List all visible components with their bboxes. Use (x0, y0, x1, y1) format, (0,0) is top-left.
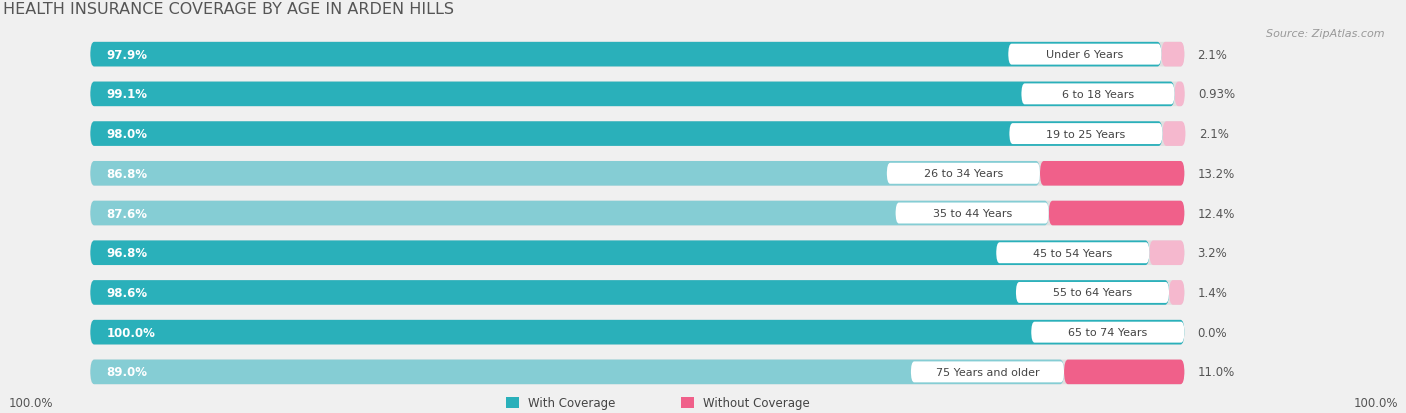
FancyBboxPatch shape (90, 82, 1184, 107)
FancyBboxPatch shape (90, 360, 1184, 384)
FancyBboxPatch shape (90, 82, 1174, 107)
FancyBboxPatch shape (90, 280, 1184, 305)
Text: 6 to 18 Years: 6 to 18 Years (1062, 90, 1135, 100)
Text: 35 to 44 Years: 35 to 44 Years (932, 209, 1012, 218)
FancyBboxPatch shape (1064, 360, 1184, 384)
Text: 11.0%: 11.0% (1198, 366, 1234, 378)
Text: 0.0%: 0.0% (1198, 326, 1227, 339)
FancyBboxPatch shape (90, 320, 1184, 344)
FancyBboxPatch shape (1163, 122, 1185, 147)
Text: 2.1%: 2.1% (1199, 128, 1229, 141)
Text: Source: ZipAtlas.com: Source: ZipAtlas.com (1267, 29, 1385, 39)
FancyBboxPatch shape (1021, 84, 1174, 105)
Text: 100.0%: 100.0% (1353, 396, 1398, 409)
FancyBboxPatch shape (681, 397, 695, 409)
FancyBboxPatch shape (1049, 201, 1184, 226)
Text: 96.8%: 96.8% (107, 247, 148, 260)
Text: 2.1%: 2.1% (1198, 49, 1227, 62)
Text: 3.2%: 3.2% (1198, 247, 1227, 260)
Text: 98.6%: 98.6% (107, 286, 148, 299)
Text: 1.4%: 1.4% (1198, 286, 1227, 299)
FancyBboxPatch shape (90, 161, 1184, 186)
FancyBboxPatch shape (1010, 124, 1163, 145)
Text: 55 to 64 Years: 55 to 64 Years (1053, 288, 1132, 298)
Text: 0.93%: 0.93% (1198, 88, 1234, 101)
FancyBboxPatch shape (1017, 282, 1168, 303)
Text: With Coverage: With Coverage (527, 396, 616, 409)
FancyBboxPatch shape (90, 241, 1184, 266)
FancyBboxPatch shape (506, 397, 519, 409)
FancyBboxPatch shape (997, 243, 1149, 263)
FancyBboxPatch shape (90, 201, 1049, 226)
FancyBboxPatch shape (896, 203, 1049, 224)
FancyBboxPatch shape (1040, 161, 1184, 186)
FancyBboxPatch shape (90, 43, 1184, 67)
FancyBboxPatch shape (1031, 322, 1184, 343)
FancyBboxPatch shape (90, 43, 1161, 67)
FancyBboxPatch shape (1161, 43, 1184, 67)
FancyBboxPatch shape (1174, 82, 1185, 107)
FancyBboxPatch shape (90, 122, 1184, 147)
Text: Under 6 Years: Under 6 Years (1046, 50, 1123, 60)
Text: HEALTH INSURANCE COVERAGE BY AGE IN ARDEN HILLS: HEALTH INSURANCE COVERAGE BY AGE IN ARDE… (3, 2, 454, 17)
Text: 45 to 54 Years: 45 to 54 Years (1033, 248, 1112, 258)
Text: Without Coverage: Without Coverage (703, 396, 810, 409)
Text: 86.8%: 86.8% (107, 167, 148, 180)
Text: 65 to 74 Years: 65 to 74 Years (1069, 328, 1147, 337)
FancyBboxPatch shape (90, 241, 1149, 266)
FancyBboxPatch shape (90, 122, 1163, 147)
Text: 13.2%: 13.2% (1198, 167, 1234, 180)
Text: 100.0%: 100.0% (107, 326, 156, 339)
Text: 75 Years and older: 75 Years and older (935, 367, 1039, 377)
FancyBboxPatch shape (911, 361, 1064, 382)
Text: 98.0%: 98.0% (107, 128, 148, 141)
Text: 19 to 25 Years: 19 to 25 Years (1046, 129, 1126, 139)
FancyBboxPatch shape (90, 280, 1168, 305)
Text: 87.6%: 87.6% (107, 207, 148, 220)
FancyBboxPatch shape (1008, 45, 1161, 65)
FancyBboxPatch shape (1149, 241, 1184, 266)
Text: 89.0%: 89.0% (107, 366, 148, 378)
FancyBboxPatch shape (1168, 280, 1184, 305)
FancyBboxPatch shape (90, 161, 1040, 186)
FancyBboxPatch shape (90, 320, 1184, 344)
Text: 12.4%: 12.4% (1198, 207, 1234, 220)
FancyBboxPatch shape (90, 360, 1064, 384)
Text: 26 to 34 Years: 26 to 34 Years (924, 169, 1002, 179)
Text: 100.0%: 100.0% (8, 396, 53, 409)
FancyBboxPatch shape (90, 201, 1184, 226)
Text: 97.9%: 97.9% (107, 49, 148, 62)
FancyBboxPatch shape (887, 164, 1040, 184)
Text: 99.1%: 99.1% (107, 88, 148, 101)
